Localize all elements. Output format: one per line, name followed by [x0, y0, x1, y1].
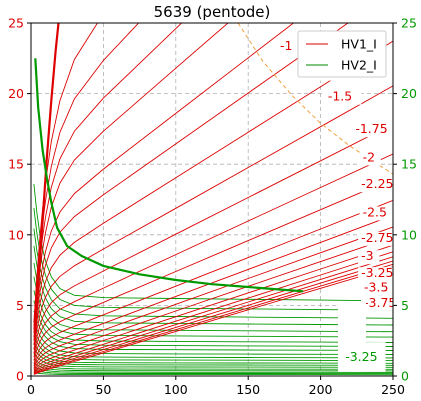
curve-label: -1.75 [355, 121, 387, 136]
hv1-curve [33, 23, 295, 338]
hv1-curve [33, 244, 393, 371]
curve-label-bg [277, 39, 299, 54]
hv2-curve [33, 290, 393, 343]
y-tick-label-right: 25 [401, 16, 417, 31]
y-tick-label-left: 15 [8, 157, 24, 172]
y-tick-label-right: 20 [401, 86, 417, 101]
plot-area: -1-1.25-1.5-1.75-2-2.25-2.5-2.75-3-3.25-… [31, 23, 396, 376]
x-tick-label: 50 [95, 382, 111, 397]
hv1-curve [33, 178, 393, 361]
curve-label: -3 [361, 248, 373, 263]
hv1-curve [33, 123, 393, 354]
hv2-curve [33, 300, 393, 347]
curve-label-bg [358, 178, 393, 193]
plot-frame [30, 22, 394, 377]
curve-label-bg [361, 296, 393, 311]
x-tick-label: 0 [27, 382, 35, 397]
y-tick-label-right: 5 [401, 298, 409, 313]
curve-label: -2.75 [361, 230, 393, 245]
hv1-bold-curve [34, 23, 60, 334]
curve-label: -1 [280, 38, 292, 53]
curve-label-bg [361, 281, 393, 296]
chart-title: 5639 (pentode) [154, 3, 271, 21]
hv2-curve [33, 276, 393, 338]
hv1-curve [33, 266, 393, 375]
hv1-curve [33, 260, 393, 374]
hv2-curve [33, 366, 393, 373]
curve-label: -3.75 [364, 295, 396, 310]
hv2-curve [33, 358, 393, 370]
y-tick-label-left: 10 [8, 227, 24, 242]
hv1-curve [33, 85, 393, 350]
legend-entry: HV1_I [341, 37, 377, 52]
hv2-curve [33, 348, 393, 366]
curve-label-bg [359, 206, 393, 221]
overlay-label: -3.25 [345, 349, 377, 364]
curve-label-bg [358, 250, 380, 265]
hv1-curve [33, 40, 393, 346]
x-tick-label: 150 [236, 382, 260, 397]
x-tick-label: 250 [381, 382, 405, 397]
curve-label-bg [359, 151, 381, 166]
curve-label-bg [324, 90, 362, 105]
curve-label: -2 [363, 149, 375, 164]
y-tick-label-left: 5 [16, 298, 24, 313]
hv2-curve [33, 372, 393, 376]
y-tick-label-left: 25 [8, 16, 24, 31]
hv2-bold-curve [34, 58, 304, 293]
curve-label: -1.5 [328, 89, 352, 104]
hv1-curve [33, 23, 98, 322]
y-tick-label-left: 20 [8, 86, 24, 101]
curve-label-bg [358, 231, 393, 246]
hv1-curve [33, 251, 393, 373]
y-tick-label-right: 0 [401, 369, 409, 384]
y-tick-label-right: 10 [401, 227, 417, 242]
legend-entry: HV2_I [341, 58, 377, 73]
curve-label: -3.5 [364, 279, 388, 294]
curve-label-bg [352, 123, 393, 138]
power-limit-curve [237, 23, 393, 175]
overlay-box [349, 342, 386, 372]
hv1-curve [33, 256, 393, 374]
curve-label: -2.25 [361, 176, 393, 191]
x-tick-label: 200 [309, 382, 333, 397]
hv1-curve [33, 226, 393, 368]
hv1-curve [33, 199, 393, 364]
y-tick-label-right: 15 [401, 157, 417, 172]
hv1-curve [33, 214, 393, 366]
hv1-curve [33, 263, 393, 375]
x-tick-label: 100 [164, 382, 188, 397]
curve-label: -3.25 [361, 265, 393, 280]
y-tick-label-left: 0 [16, 369, 24, 384]
curve-label-bg [358, 267, 393, 282]
hv2-curve [33, 184, 393, 302]
curve-label: -2.5 [363, 204, 387, 219]
hv1-curve [33, 153, 393, 358]
hv2-curve [33, 245, 393, 326]
